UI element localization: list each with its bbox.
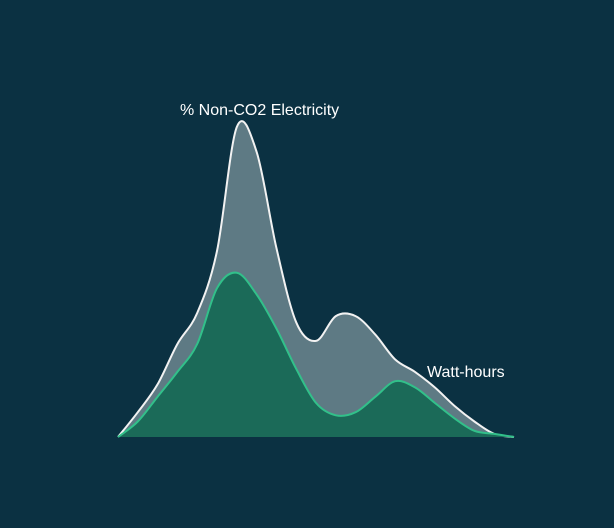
area-line-series-0: [117, 120, 515, 438]
area-fill-series-1: [118, 272, 514, 437]
series-label-watt-hours: Watt-hours: [427, 364, 505, 381]
chart-areas: [117, 120, 515, 438]
area-line-series-1: [117, 271, 515, 438]
series-label-non-co2: % Non-CO2 Electricity: [180, 102, 339, 119]
